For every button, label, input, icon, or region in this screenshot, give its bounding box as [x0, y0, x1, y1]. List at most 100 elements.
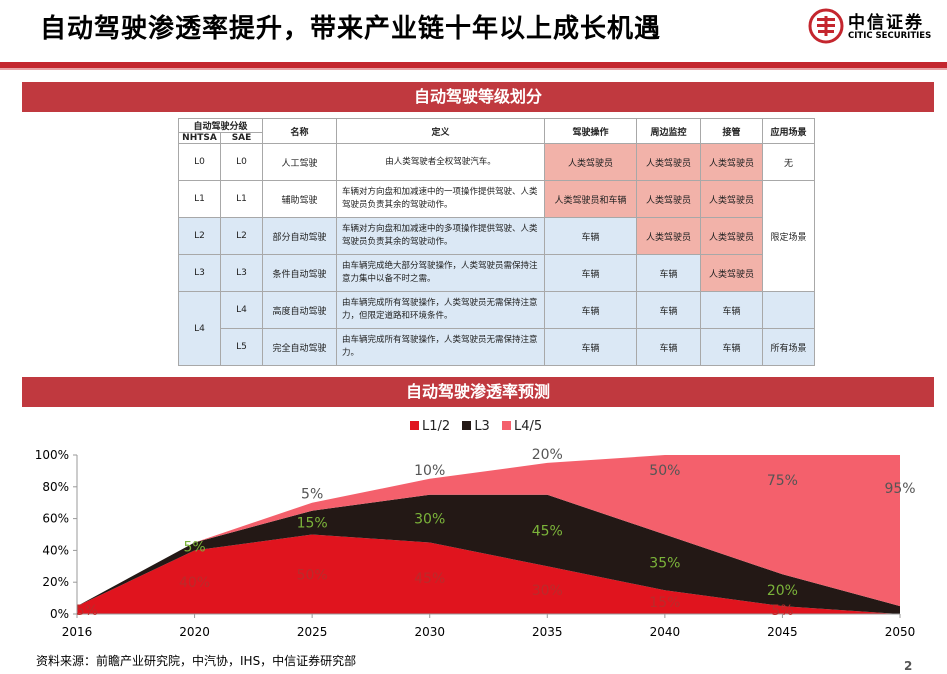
cell-driving: 车辆: [544, 291, 638, 329]
table-row: L4 L4 高度自动驾驶 由车辆完成所有驾驶操作，人类驾驶员无需保持注意力，但限…: [178, 291, 816, 366]
table-row: L3 L3 条件自动驾驶 由车辆完成绝大部分驾驶操作，人类驾驶员需保持注意力集中…: [178, 254, 815, 292]
data-label-l3: 35%: [649, 555, 680, 571]
x-tick-label: 2045: [767, 625, 798, 639]
col-header-definition: 定义: [336, 118, 546, 144]
page-title: 自动驾驶渗透率提升，带来产业链十年以上成长机遇: [40, 14, 662, 44]
cell-definition: 车辆对方向盘和加减速中的一项操作提供驾驶、人类驾驶员负责其余的驾驶动作。: [336, 180, 546, 218]
cell-nhtsa: L1: [178, 180, 221, 218]
x-tick-label: 2016: [62, 625, 93, 639]
y-tick-label: 100%: [35, 448, 69, 462]
x-tick-label: 2020: [179, 625, 210, 639]
cell-takeover: 车辆: [700, 291, 764, 329]
table-row: L5 完全自动驾驶 由车辆完成所有驾驶操作，人类驾驶员无需保持注意力。 车辆 车…: [179, 328, 816, 366]
section-banner-forecast: 自动驾驶渗透率预测: [22, 377, 934, 407]
col-header-sae: SAE: [219, 132, 264, 144]
y-tick-label: 40%: [42, 543, 69, 557]
data-label-l12: 5%: [771, 603, 793, 619]
header-divider: [0, 62, 947, 68]
cell-name: 完全自动驾驶: [262, 328, 338, 366]
col-header-name: 名称: [262, 118, 338, 144]
table-row: L0 L0 人工驾驶 由人类驾驶者全权驾驶汽车。 人类驾驶员 人类驾驶员 人类驾…: [178, 143, 816, 181]
cell-sae: L0: [219, 143, 264, 181]
data-label-l45: 20%: [532, 447, 563, 463]
table-row: L1 L1 辅助驾驶 车辆对方向盘和加减速中的一项操作提供驾驶、人类驾驶员负责其…: [178, 180, 816, 292]
data-label-l3: 20%: [767, 583, 798, 599]
legend-swatch: [501, 421, 511, 430]
data-label-l12: 50%: [297, 567, 328, 583]
data-label-l12: 5%: [76, 603, 98, 619]
cell-driving: 人类驾驶员: [544, 143, 638, 181]
cell-name: 高度自动驾驶: [262, 291, 338, 329]
y-tick-label: 20%: [42, 575, 69, 589]
cell-monitoring: 人类驾驶员: [636, 217, 702, 255]
cell-nhtsa-l4: L4: [178, 291, 221, 366]
col-header-scenario: 应用场景: [762, 118, 816, 144]
cell-sae: L2: [219, 217, 264, 255]
legend-label: L3: [474, 419, 490, 434]
cell-driving: 车辆: [544, 328, 638, 366]
cell-takeover: 人类驾驶员: [700, 180, 764, 218]
cell-name: 部分自动驾驶: [262, 217, 338, 255]
data-label-l3: 30%: [414, 512, 445, 528]
cell-monitoring: 车辆: [636, 291, 702, 329]
cell-takeover: 人类驾驶员: [700, 254, 764, 292]
cell-name: 辅助驾驶: [262, 180, 338, 218]
col-header-monitoring: 周边监控: [636, 118, 702, 144]
cell-definition: 由车辆完成所有驾驶操作，人类驾驶员无需保持注意力，但限定道路和环境条件。: [336, 291, 546, 329]
cell-sae: L3: [219, 254, 264, 292]
cell-nhtsa: L3: [178, 254, 221, 292]
data-label-l45: 5%: [301, 487, 323, 503]
cell-takeover: 人类驾驶员: [700, 143, 764, 181]
area-series-l12: [77, 534, 900, 614]
cell-nhtsa: L0: [178, 143, 221, 181]
x-tick-label: 2035: [532, 625, 563, 639]
page-header: 自动驾驶渗透率提升，带来产业链十年以上成长机遇 中信证券 CITIC SECUR…: [0, 0, 947, 70]
logo-en-text: CITIC SECURITIES: [848, 31, 932, 41]
data-label-l12: 45%: [414, 571, 445, 587]
col-header-takeover: 接管: [700, 118, 764, 144]
cell-sae: L1: [219, 180, 264, 218]
legend-item-l3: L3: [462, 419, 490, 434]
area-series-l45: [77, 455, 900, 607]
data-label-l12: 30%: [532, 583, 563, 599]
cell-takeover: 车辆: [700, 328, 764, 366]
x-tick-label: 2030: [414, 625, 445, 639]
data-label-l45: 95%: [884, 481, 915, 497]
cell-definition: 由人类驾驶者全权驾驶汽车。: [336, 143, 546, 181]
x-tick-label: 2025: [297, 625, 328, 639]
source-note: 资料来源：前瞻产业研究院，中汽协，IHS，中信证券研究部: [36, 654, 357, 668]
data-label-l45: 75%: [767, 473, 798, 489]
y-tick-label: 80%: [42, 480, 69, 494]
data-label-l3: 45%: [532, 524, 563, 540]
legend-swatch: [410, 421, 419, 430]
cell-driving: 人类驾驶员和车辆: [544, 180, 638, 218]
col-header-nhtsa: NHTSA: [178, 132, 221, 144]
data-label-l3: 5%: [183, 539, 205, 555]
cell-name: 人工驾驶: [262, 143, 338, 181]
cell-definition: 由车辆完成绝大部分驾驶操作，人类驾驶员需保持注意力集中以备不时之需。: [336, 254, 546, 292]
cell-driving: 车辆: [544, 254, 638, 292]
legend-label: L4/5: [513, 419, 543, 434]
penetration-forecast-chart: 0% 20% 40% 60% 80% 100% 2016 2020 2025 2030 2035 20…: [35, 447, 916, 639]
y-tick-label: 0%: [50, 607, 69, 621]
data-label-l3: 15%: [297, 516, 328, 532]
cell-scenario-limited: 限定场景: [762, 180, 816, 292]
cell-definition: 车辆对方向盘和加减速中的多项操作提供驾驶、人类驾驶员负责其余的驾驶动作。: [336, 217, 546, 255]
cell-scenario: [762, 291, 816, 329]
cell-nhtsa: L2: [178, 217, 221, 255]
cell-scenario: 所有场景: [762, 328, 816, 366]
cell-monitoring: 车辆: [636, 328, 702, 366]
data-label-l12: 40%: [179, 575, 210, 591]
cell-driving: 车辆: [544, 217, 638, 255]
legend-item-l12: L1/2: [410, 419, 450, 434]
data-label-l12: 15%: [649, 595, 680, 611]
chart-legend: L1/2 L3 L4/5: [410, 419, 550, 437]
x-tick-label: 2040: [650, 625, 681, 639]
cell-definition: 由车辆完成所有驾驶操作，人类驾驶员无需保持注意力。: [336, 328, 546, 366]
citic-emblem-icon: [808, 8, 844, 44]
legend-swatch: [462, 421, 472, 430]
data-label-l45: 10%: [414, 463, 445, 479]
cell-name: 条件自动驾驶: [262, 254, 338, 292]
section-banner-levels: 自动驾驶等级划分: [22, 82, 934, 112]
table-row: L2 L2 部分自动驾驶 车辆对方向盘和加减速中的多项操作提供驾驶、人类驾驶员负…: [178, 217, 815, 255]
